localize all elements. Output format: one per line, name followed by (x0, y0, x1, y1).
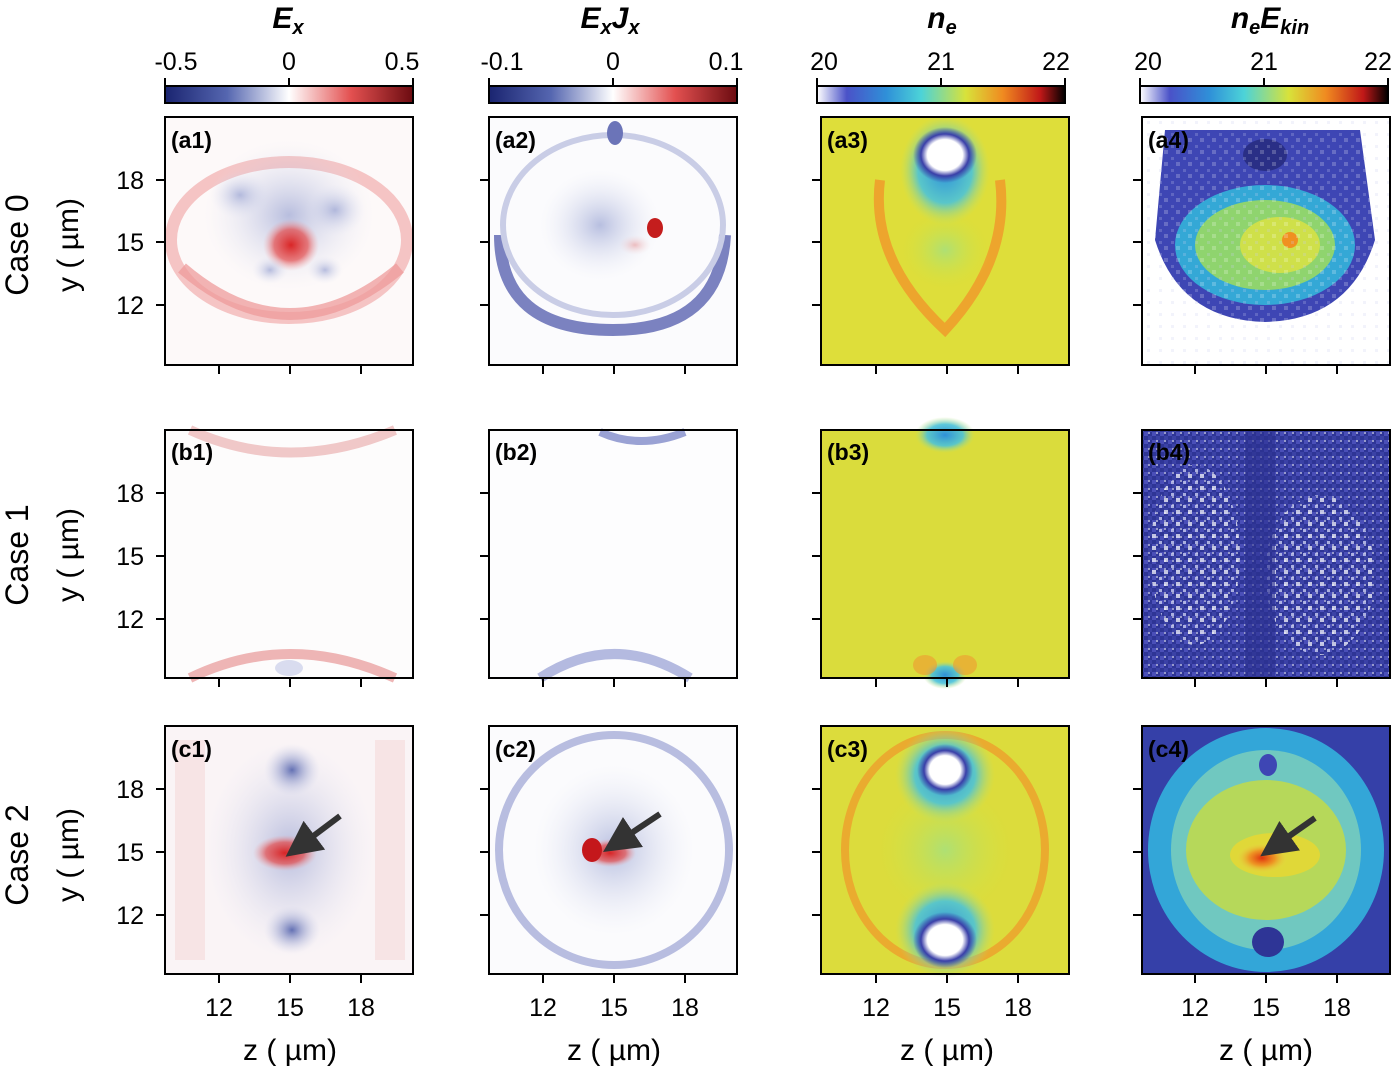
xlabel: z ( µm) (900, 1034, 994, 1067)
panel-a2 (489, 117, 737, 365)
axis-ticks (156, 179, 1338, 983)
svg-text:15: 15 (933, 994, 961, 1022)
row-labels: Case 0 Case 1 Case 2 y ( µm) y ( µm) y (… (0, 194, 85, 905)
panel-label-c2: (c2) (495, 736, 536, 762)
col-title-ex: Ex (272, 2, 304, 39)
svg-text:18: 18 (116, 776, 144, 804)
panel-b4 (1142, 430, 1390, 678)
svg-text:15: 15 (116, 229, 144, 257)
svg-text:15: 15 (116, 543, 144, 571)
xlabel: z ( µm) (243, 1034, 337, 1067)
panel-c4 (1142, 726, 1390, 974)
panel-c2 (489, 726, 737, 974)
panel-label-b2: (b2) (495, 439, 537, 465)
xlabel: z ( µm) (1219, 1034, 1313, 1067)
panel-labels: (a1) (a2) (a3) (a4) (b1) (b2) (b3) (b4) … (171, 127, 1190, 762)
cbar-tick: 22 (1042, 48, 1070, 76)
panel-label-b4: (b4) (1148, 439, 1190, 465)
panel-b1 (165, 425, 413, 683)
cbar-tick: 0 (282, 48, 296, 76)
svg-text:12: 12 (116, 292, 144, 320)
row-label-case2: Case 2 (0, 804, 35, 905)
cbar-tick: 20 (810, 48, 838, 76)
colorbar-neekin (1139, 85, 1389, 104)
cbar-tick: -0.5 (154, 48, 197, 76)
cbar-tick: 0.1 (709, 48, 744, 76)
panel-label-b3: (b3) (827, 439, 869, 465)
cbar-tick: 22 (1364, 48, 1392, 76)
column-titles: Ex ExJx ne neEkin (272, 2, 1309, 39)
panel-b2 (489, 428, 737, 683)
panel-c1 (165, 726, 413, 974)
svg-text:15: 15 (1252, 994, 1280, 1022)
x-tick-labels: 12 15 18 12 15 18 12 15 18 12 15 18 z ( … (205, 994, 1351, 1067)
colorbar-exjx (488, 85, 738, 104)
panel-label-c3: (c3) (827, 736, 868, 762)
panel-label-c1: (c1) (171, 736, 212, 762)
ylabel: y ( µm) (52, 198, 85, 292)
cbar-tick: 0 (606, 48, 620, 76)
panel-label-a2: (a2) (495, 127, 536, 153)
svg-text:18: 18 (116, 167, 144, 195)
cbar-tick: 0.5 (385, 48, 420, 76)
svg-text:12: 12 (1181, 994, 1209, 1022)
cbar-tick: 21 (927, 48, 955, 76)
col-title-ne: ne (927, 2, 956, 39)
svg-text:15: 15 (276, 994, 304, 1022)
arrow-c4 (1260, 815, 1317, 857)
arrow-c1 (285, 813, 342, 857)
panel-label-b1: (b1) (171, 439, 213, 465)
ylabel: y ( µm) (52, 808, 85, 902)
svg-text:12: 12 (116, 606, 144, 634)
cbar-tick: 20 (1134, 48, 1162, 76)
cbar-tick: 21 (1250, 48, 1278, 76)
arrow-c2 (603, 811, 662, 852)
cbar-tick: -0.1 (480, 48, 523, 76)
panel-c3 (821, 726, 1069, 978)
panel-label-c4: (c4) (1148, 736, 1189, 762)
colorbar-ne (816, 85, 1066, 104)
panel-label-a4: (a4) (1148, 127, 1189, 153)
row-label-case1: Case 1 (0, 504, 35, 605)
svg-text:15: 15 (116, 839, 144, 867)
panel-label-a1: (a1) (171, 127, 212, 153)
svg-text:18: 18 (1004, 994, 1032, 1022)
colorbar-ex (164, 85, 414, 104)
svg-text:18: 18 (671, 994, 699, 1022)
row-label-case0: Case 0 (0, 194, 35, 295)
panel-a3 (821, 115, 1069, 365)
colorbars: -0.5 0 0.5 -0.1 0 0.1 20 21 22 20 21 22 (154, 48, 1392, 104)
svg-text:18: 18 (116, 480, 144, 508)
svg-text:18: 18 (347, 994, 375, 1022)
panel-b3 (821, 417, 1069, 689)
svg-text:15: 15 (600, 994, 628, 1022)
panel-a4 (1142, 117, 1390, 365)
y-tick-labels: 18 15 12 18 15 12 18 15 12 (116, 167, 144, 930)
svg-text:12: 12 (205, 994, 233, 1022)
svg-text:12: 12 (862, 994, 890, 1022)
panel-a1 (165, 117, 413, 365)
svg-text:12: 12 (529, 994, 557, 1022)
col-title-exjx: ExJx (581, 2, 641, 39)
col-title-neekin: neEkin (1231, 2, 1309, 39)
xlabel: z ( µm) (567, 1034, 661, 1067)
ylabel: y ( µm) (52, 508, 85, 602)
svg-text:12: 12 (116, 902, 144, 930)
svg-text:18: 18 (1323, 994, 1351, 1022)
panel-label-a3: (a3) (827, 127, 868, 153)
